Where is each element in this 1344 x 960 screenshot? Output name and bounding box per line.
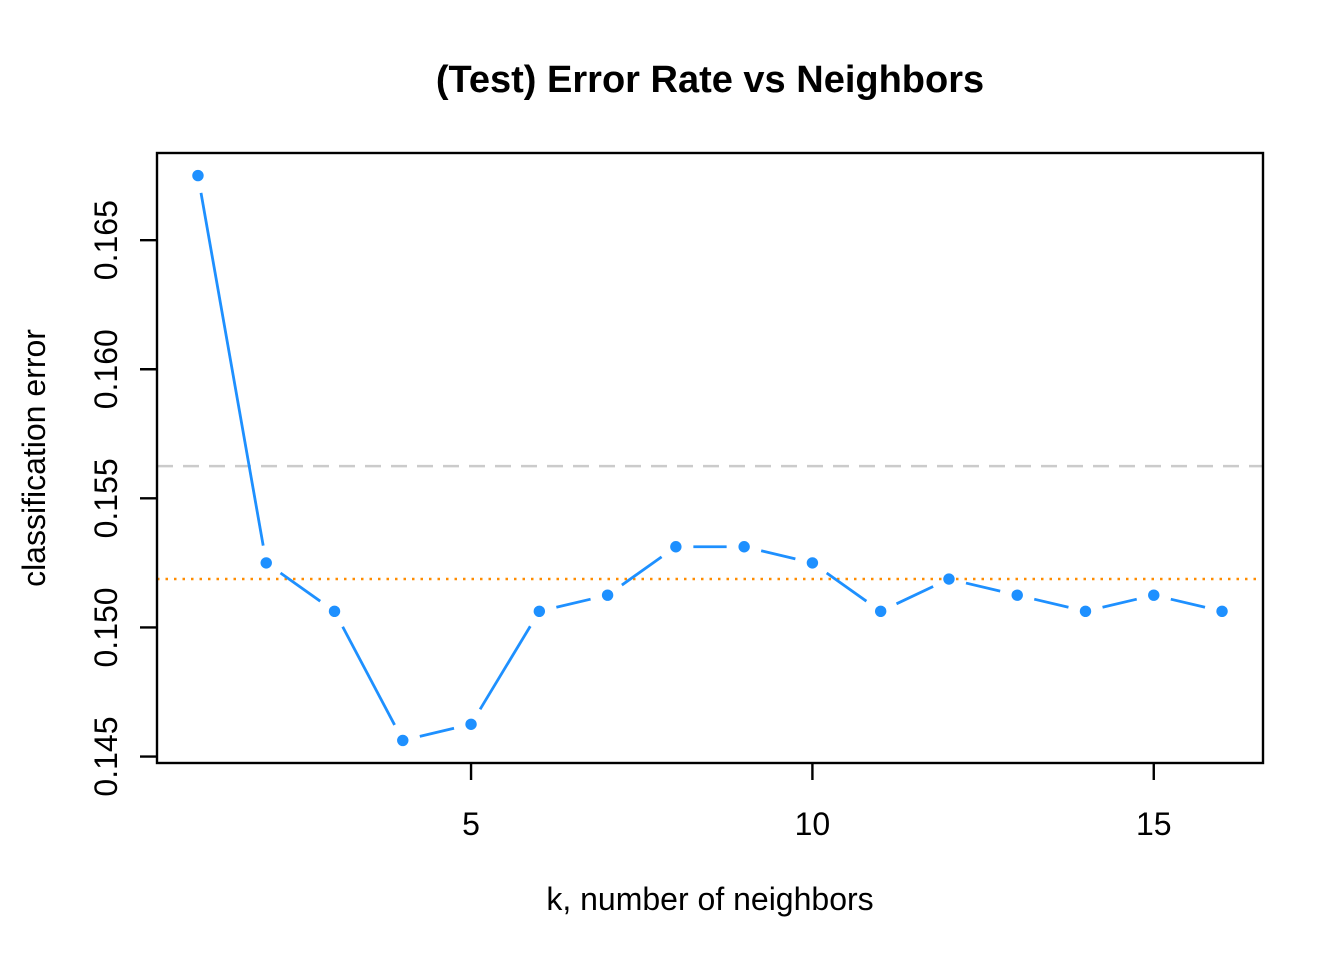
series-segment: [1170, 597, 1206, 609]
y-tick-label: 0.160: [88, 329, 124, 409]
x-tick-label: 10: [795, 806, 831, 842]
data-point: [192, 169, 204, 182]
data-point: [1216, 605, 1228, 618]
data-point: [1011, 589, 1023, 601]
data-point: [1148, 589, 1160, 601]
data-point: [465, 718, 477, 730]
data-point: [1079, 605, 1092, 618]
x-tick-label: 15: [1136, 806, 1172, 842]
y-tick-label: 0.165: [88, 200, 124, 280]
data-series-layer: [192, 169, 1228, 747]
axes-layer: 5 10 15 0.145 0.150 0.155 0.160 0.165: [88, 151, 1265, 842]
plot-border: [155, 151, 1265, 765]
y-axis-label: classification error: [16, 329, 52, 587]
y-tick-label: 0.150: [88, 587, 124, 667]
series-segment: [825, 571, 868, 603]
data-point: [260, 557, 272, 569]
series-segment: [279, 571, 322, 603]
series-segment: [1033, 597, 1069, 609]
series-segment: [760, 549, 796, 561]
series-segment: [556, 597, 591, 609]
data-point: [806, 557, 819, 569]
data-point: [670, 541, 682, 553]
data-point: [738, 541, 750, 553]
data-point: [397, 734, 409, 747]
y-tick-label: 0.145: [88, 717, 124, 797]
y-tick-label: 0.155: [88, 458, 124, 538]
series-segment: [895, 585, 934, 606]
series-segment: [965, 581, 1001, 593]
chart-title: (Test) Error Rate vs Neighbors: [436, 59, 984, 101]
series-segment: [341, 626, 396, 726]
data-point: [874, 605, 887, 618]
data-point: [943, 573, 955, 585]
data-point: [328, 605, 341, 618]
series-segment: [1102, 597, 1138, 609]
series-segment: [478, 625, 532, 711]
data-point: [601, 589, 614, 601]
x-axis-label: k, number of neighbors: [546, 881, 873, 917]
series-segment: [199, 192, 265, 546]
reference-lines-layer: [157, 464, 1263, 581]
series-segment: [419, 726, 455, 738]
data-point: [533, 605, 546, 618]
x-tick-label: 5: [462, 806, 480, 842]
series-segment: [621, 555, 663, 587]
